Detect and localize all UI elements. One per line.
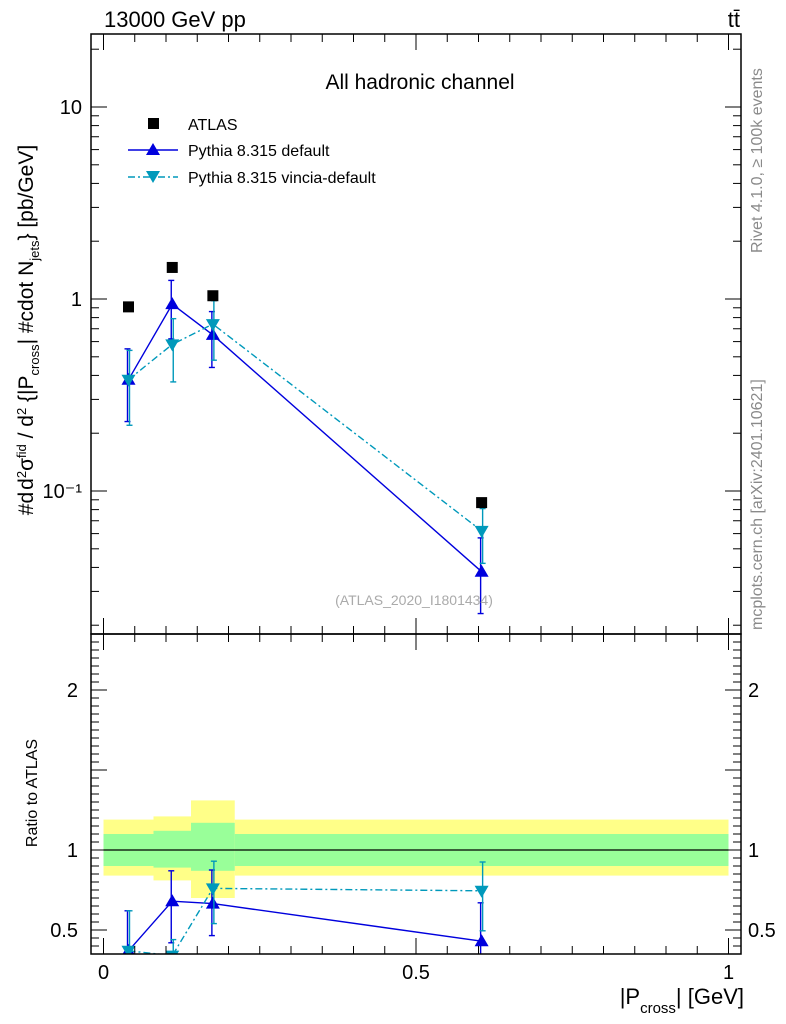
ratio-band-inner: [153, 830, 191, 868]
x-axis-label: |Pcross| [GeV]: [620, 984, 744, 1017]
y-tick-label: 10⁻¹: [43, 481, 83, 503]
source-label: mcplots.cern.ch [arXiv:2401.10621]: [749, 379, 766, 630]
svg-text:#dd2σfid / d2 {|Pcross| #cdot: #dd2σfid / d2 {|Pcross| #cdot Njets} [pb…: [14, 145, 42, 515]
ratio-marker-default: [165, 894, 180, 907]
main-plot-ticks: 10 1 10⁻¹: [43, 34, 741, 634]
marker-atlas: [123, 301, 134, 313]
collision-energy-label: 13000 GeV pp: [104, 7, 246, 32]
marker-atlas: [166, 261, 178, 273]
marker-default: [205, 327, 220, 340]
legend: ATLAS Pythia 8.315 default Pythia 8.315 …: [128, 117, 376, 187]
marker-vincia: [165, 339, 180, 352]
ratio-line-vincia: [128, 887, 482, 954]
ratio-marker-vincia: [205, 883, 220, 896]
y-axis-label-lower: Ratio to ATLAS: [24, 739, 41, 847]
marker-vincia: [205, 319, 220, 332]
ratio-line-default: [127, 900, 482, 952]
y-tick-label-right: 1: [748, 840, 759, 862]
y-tick-label: 0.5: [50, 920, 78, 942]
legend-label-atlas: ATLAS: [188, 117, 238, 134]
ratio-marker-vincia: [165, 950, 180, 954]
ratio-marker-vincia: [121, 945, 136, 954]
y-tick-label: 10: [60, 97, 82, 119]
x-tick-label: 0.5: [402, 962, 430, 984]
series-line-vincia: [128, 323, 483, 532]
x-tick-label: 0: [98, 962, 109, 984]
ratio-plot-series: [121, 860, 489, 954]
marker-default: [165, 297, 180, 310]
legend-label-vincia: Pythia 8.315 vincia-default: [188, 170, 376, 187]
ratio-marker-vincia: [474, 885, 489, 898]
main-plot-series: [121, 261, 489, 615]
marker-vincia: [121, 374, 136, 387]
legend-marker-atlas: [148, 118, 159, 129]
plot-title: All hadronic channel: [325, 71, 514, 94]
x-tick-label: 1: [723, 962, 734, 984]
y-tick-label: 1: [71, 289, 82, 311]
ratio-plot-frame: [90, 633, 742, 955]
main-plot-panel: 10 1 10⁻¹ All hadronic channel (ATLAS_2020…: [14, 33, 742, 635]
ratio-band-inner: [191, 822, 235, 871]
series-line-default: [127, 303, 483, 573]
marker-default: [474, 564, 489, 577]
marker-vincia: [474, 525, 489, 538]
legend-marker-vincia: [146, 171, 160, 183]
ratio-marker-default: [205, 896, 220, 909]
marker-atlas: [476, 497, 488, 509]
ratio-plot-ticks: 0 0.5 1 2 2 1 1 0.5 0.5: [50, 633, 776, 984]
svg-text:|Pcross| [GeV]: |Pcross| [GeV]: [620, 984, 744, 1017]
process-label: tt̄: [728, 7, 740, 32]
marker-atlas: [207, 290, 219, 302]
y-tick-label: 1: [67, 840, 78, 862]
y-tick-label-right: 2: [748, 680, 759, 702]
ratio-marker-default: [474, 934, 489, 947]
analysis-label: (ATLAS_2020_I1801434): [335, 592, 493, 608]
y-axis-label-upper: #dd2σfid / d2 {|Pcross| #cdot Njets} [pb…: [14, 145, 42, 515]
ratio-uncertainty-band: [103, 800, 729, 898]
legend-label-default: Pythia 8.315 default: [188, 143, 330, 160]
y-tick-label: 2: [67, 680, 78, 702]
ratio-plot-panel: 0 0.5 1 2 2 1 1 0.5 0.5 Ratio to ATLAS: [24, 633, 776, 984]
rivet-version-label: Rivet 4.1.0, ≥ 100k events: [749, 68, 766, 253]
legend-marker-default: [146, 143, 160, 155]
y-tick-label-right: 0.5: [748, 920, 776, 942]
